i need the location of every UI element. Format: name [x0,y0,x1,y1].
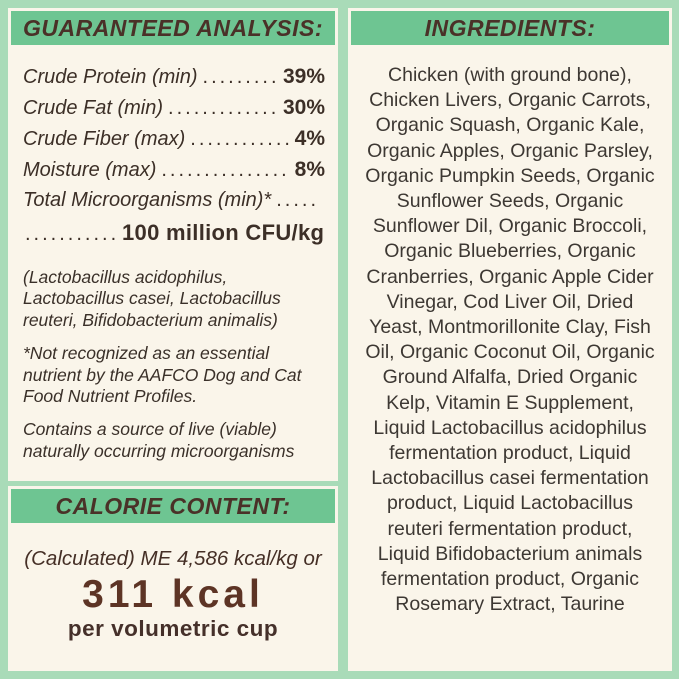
analysis-label: Total Microorganisms (min)* [23,189,272,211]
ingredients-panel: INGREDIENTS: Chicken (with ground bone),… [348,8,672,671]
ingredients-line: fermentation product, Organic [381,568,639,591]
analysis-row-microorganisms-label: Total Microorganisms (min)* [23,189,325,220]
ingredients-line: Yeast, Montmorillonite Clay, Fish [369,316,651,339]
analysis-label: Moisture (max) [23,159,157,181]
analysis-label: Crude Fat (min) [23,97,164,119]
microorganisms-value: 100 million CFU/kg [122,220,325,245]
analysis-row-crude-protein: Crude Protein (min) 39% [23,65,325,96]
dot-leader [190,128,289,151]
ingredients-line: Chicken (with ground bone), [388,64,632,86]
ingredients-banner: INGREDIENTS: [351,11,669,45]
analysis-label: Crude Fiber (max) [23,128,186,150]
ingredients-title: INGREDIENTS: [424,14,596,41]
ingredients-line: Organic Blueberries, Organic [384,240,636,263]
ingredients-line: Organic Pumpkin Seeds, Organic [365,164,655,187]
ingredients-line: product, Liquid Lactobacillus [386,492,634,515]
ingredients-line: Rosemary Extract, Taurine [395,593,625,616]
note-live-microorganisms: Contains a source of live (viable) natur… [23,419,295,461]
note-aafco-disclaimer: *Not recognized as an essential nutrient… [23,343,302,407]
ingredients-line: Sunflower Dil, Organic Broccoli, [372,215,648,238]
dot-leader [168,97,278,120]
calorie-content-title: CALORIE CONTENT: [55,492,291,519]
calorie-content-panel: CALORIE CONTENT: (Calculated) ME 4,586 k… [8,486,338,671]
guaranteed-analysis-banner: GUARANTEED ANALYSIS: [11,11,335,45]
ingredients-line: Liquid Lactobacillus acidophilus [373,416,647,439]
calorie-calculated-line: (Calculated) ME 4,586 kcal/kg or [24,547,322,570]
analysis-value: 8% [294,158,325,181]
ingredients-line: Sunflower Seeds, Organic [396,190,624,213]
ingredients-line: Organic Squash, Organic Kale, [375,114,645,137]
analysis-label: Crude Protein (min) [23,66,198,88]
calorie-kcal-value: 311 kcal [82,573,264,616]
analysis-value: 30% [282,96,325,119]
ingredients-line: Chicken Livers, Organic Carrots, [369,89,651,112]
right-column: INGREDIENTS: Chicken (with ground bone),… [348,8,672,671]
analysis-row-microorganisms-value: 100 million CFU/kg [23,220,325,251]
ingredients-line: Ground Alfalfa, Dried Organic [382,366,638,389]
guaranteed-analysis-title: GUARANTEED ANALYSIS: [22,14,324,41]
calorie-content-banner: CALORIE CONTENT: [11,489,335,523]
ingredients-line: Liquid Bifidobacterium animals [377,542,643,565]
ingredients-line: Lactobacillus casei fermentation [371,467,649,490]
calorie-content-body: (Calculated) ME 4,586 kcal/kg or 311 kca… [11,523,335,641]
guaranteed-analysis-body: Crude Protein (min) 39% Crude Fat (min) … [11,45,335,462]
ingredients-line: Oil, Organic Coconut Oil, Organic [365,341,655,364]
guaranteed-analysis-panel: GUARANTEED ANALYSIS: Crude Protein (min)… [8,8,338,481]
dot-leader [203,66,278,89]
analysis-row-crude-fiber: Crude Fiber (max) 4% [23,127,325,158]
analysis-value: 39% [282,65,325,88]
analysis-row-crude-fat: Crude Fat (min) 30% [23,96,325,127]
ingredients-line: Organic Apples, Organic Parsley, [367,139,653,162]
calorie-per-cup-label: per volumetric cup [67,616,279,641]
analysis-value: 4% [294,127,325,150]
ingredients-line: fermentation product, Liquid [389,442,631,465]
left-column: GUARANTEED ANALYSIS: Crude Protein (min)… [8,8,338,671]
ingredients-line: Vinegar, Cod Liver Oil, Dried [386,290,634,313]
note-probiotic-species: (Lactobacillus acidophilus, Lactobacillu… [23,267,281,330]
analysis-row-moisture: Moisture (max) 8% [23,158,325,189]
ingredients-list: Chicken (with ground bone), Chicken Live… [351,45,669,617]
ingredients-line: Cranberries, Organic Apple Cider [366,265,654,288]
dot-leader [276,189,320,212]
dot-leader [25,223,117,246]
dot-leader [161,159,289,182]
ingredients-line: Kelp, Vitamin E Supplement, [386,391,634,414]
ingredients-line: reuteri fermentation product, [387,517,633,540]
